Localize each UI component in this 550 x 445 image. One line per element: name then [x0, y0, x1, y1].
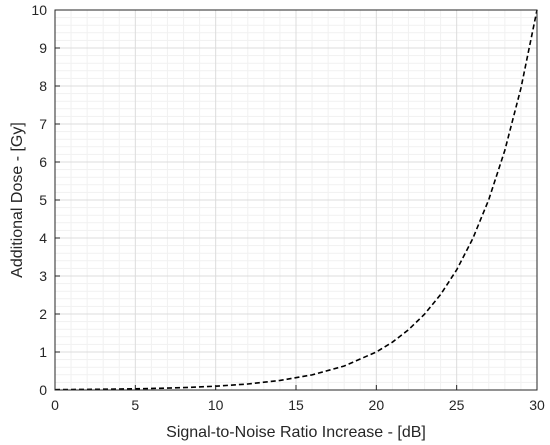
y-tick-label: 3 — [39, 268, 47, 284]
series-line — [54, 9, 538, 391]
y-axis-title: Additional Dose - [Gy] — [9, 122, 26, 278]
x-tick-label: 25 — [449, 397, 465, 413]
x-tick-label: 0 — [51, 397, 59, 413]
y-tick-label: 10 — [31, 2, 47, 18]
y-axis-ticks: 0 1 2 3 4 5 6 7 8 9 10 — [31, 2, 60, 398]
y-tick-label: 2 — [39, 306, 47, 322]
y-tick-label: 4 — [39, 230, 47, 246]
x-axis-title: Signal-to-Noise Ratio Increase - [dB] — [166, 424, 426, 441]
y-tick-label: 1 — [39, 344, 47, 360]
y-tick-label: 6 — [39, 154, 47, 170]
x-axis-ticks: 0 5 10 15 20 25 30 — [51, 385, 545, 413]
x-tick-label: 10 — [208, 397, 224, 413]
y-tick-label: 8 — [39, 78, 47, 94]
x-tick-label: 30 — [529, 397, 545, 413]
x-tick-label: 5 — [131, 397, 139, 413]
x-tick-label: 20 — [369, 397, 385, 413]
y-tick-label: 0 — [39, 382, 47, 398]
y-tick-label: 9 — [39, 40, 47, 56]
y-tick-label: 5 — [39, 192, 47, 208]
x-tick-label: 15 — [288, 397, 304, 413]
y-tick-label: 7 — [39, 116, 47, 132]
